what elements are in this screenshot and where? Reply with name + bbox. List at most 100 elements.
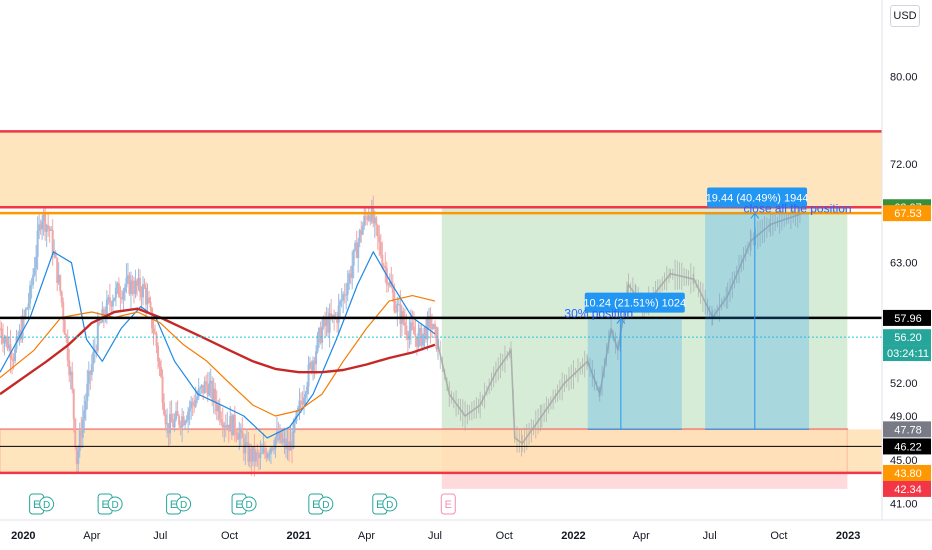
candle-body-171 bbox=[256, 452, 259, 455]
candle-body-134 bbox=[200, 384, 203, 388]
candle-body-29 bbox=[42, 212, 45, 222]
candle-body-243 bbox=[364, 216, 367, 218]
candle-body-140 bbox=[209, 380, 212, 384]
horizontal-lines bbox=[0, 130, 882, 475]
candle-body-172 bbox=[257, 454, 260, 459]
candle-body-79 bbox=[117, 283, 120, 298]
candle-body-184 bbox=[275, 431, 278, 438]
measure-label: 10.24 (21.51%) 1024 bbox=[583, 298, 686, 310]
candle-body-26 bbox=[38, 224, 41, 231]
price-tag-label: 57.96 bbox=[894, 313, 922, 325]
candle-body-16 bbox=[23, 315, 26, 317]
candle-body-102 bbox=[152, 328, 155, 333]
candle-body-230 bbox=[345, 294, 348, 296]
candle-body-272 bbox=[408, 330, 411, 340]
y-tick-0: 41.00 bbox=[890, 499, 918, 511]
candle-body-197 bbox=[295, 411, 298, 421]
candle-body-162 bbox=[242, 437, 245, 454]
currency-button[interactable]: USD bbox=[890, 5, 920, 27]
candles bbox=[0, 195, 439, 477]
candle-body-242 bbox=[363, 216, 366, 227]
candle-body-278 bbox=[417, 332, 420, 347]
measure-area bbox=[705, 213, 810, 430]
measure-area bbox=[587, 318, 682, 430]
candle-body-229 bbox=[343, 294, 346, 296]
candle-body-80 bbox=[119, 297, 122, 299]
marker-dividend bbox=[176, 496, 192, 512]
candle-body-139 bbox=[208, 383, 211, 396]
candle-body-52 bbox=[77, 451, 80, 465]
candle-body-169 bbox=[253, 446, 256, 462]
candle-body-86 bbox=[128, 275, 131, 294]
candle-body-49 bbox=[72, 389, 75, 420]
candle-body-114 bbox=[170, 414, 173, 423]
candle-body-191 bbox=[286, 441, 289, 450]
candle-body-55 bbox=[81, 419, 84, 438]
candle-body-202 bbox=[303, 397, 306, 405]
price-tag-bg bbox=[883, 309, 931, 326]
candle-body-178 bbox=[266, 453, 269, 459]
candle-body-122 bbox=[182, 416, 185, 425]
x-tick-4: 2021 bbox=[287, 530, 311, 542]
candle-body-234 bbox=[351, 265, 354, 278]
candle-body-165 bbox=[247, 442, 250, 462]
x-tick-2: Jul bbox=[153, 530, 167, 542]
candle-body-190 bbox=[284, 438, 287, 450]
marker-letter: E bbox=[170, 499, 177, 511]
candle-body-116 bbox=[173, 419, 176, 428]
candle-body-175 bbox=[262, 448, 265, 453]
candle-body-274 bbox=[411, 322, 414, 327]
candle-body-0 bbox=[0, 328, 1, 330]
candle-body-108 bbox=[161, 376, 164, 403]
annotations: 30% position close all the position bbox=[564, 201, 851, 320]
price-tag-label: 46.22 bbox=[894, 441, 922, 453]
candle-body-93 bbox=[138, 277, 141, 293]
candle-body-129 bbox=[193, 404, 196, 407]
candle-body-18 bbox=[26, 308, 29, 310]
price-tag-3: 56.20 bbox=[883, 329, 931, 346]
price-tag-4: 03:24:11 bbox=[883, 345, 931, 362]
candle-body-237 bbox=[355, 242, 358, 259]
marker-letter: E bbox=[33, 499, 40, 511]
candle-body-186 bbox=[278, 432, 281, 441]
price-tags: 68.0767.5357.9656.2003:24:1147.7846.2243… bbox=[883, 199, 931, 497]
candle-body-255 bbox=[382, 265, 385, 267]
candle-body-157 bbox=[235, 432, 238, 436]
candle-body-219 bbox=[328, 313, 331, 333]
candle-body-177 bbox=[265, 453, 268, 459]
candle-body-170 bbox=[254, 452, 257, 462]
candle-body-265 bbox=[397, 304, 400, 306]
candle-body-282 bbox=[423, 327, 426, 334]
candle-body-64 bbox=[95, 350, 98, 352]
candle-body-264 bbox=[396, 304, 399, 312]
candle-body-185 bbox=[277, 431, 280, 441]
candle-body-254 bbox=[381, 255, 384, 266]
candle-body-42 bbox=[62, 302, 65, 321]
marker-dividend-letter: D bbox=[386, 500, 393, 511]
candle-body-41 bbox=[60, 291, 63, 303]
marker-letter: E bbox=[312, 499, 319, 511]
candle-body-248 bbox=[372, 206, 375, 224]
candle-body-259 bbox=[388, 281, 391, 285]
candle-body-22 bbox=[32, 274, 35, 285]
candle-body-208 bbox=[312, 360, 315, 372]
annotation-0: 30% position bbox=[564, 306, 633, 320]
price-tag-1: 67.53 bbox=[883, 205, 931, 222]
candle-body-117 bbox=[175, 411, 178, 420]
marker-letter: E bbox=[235, 499, 242, 511]
candle-body-207 bbox=[310, 362, 313, 372]
candle-body-154 bbox=[230, 415, 233, 436]
measure-box-1: 19.44 (40.49%) 1944 bbox=[705, 187, 810, 430]
candle-body-218 bbox=[327, 319, 330, 333]
candle-body-43 bbox=[63, 320, 66, 335]
candle-body-44 bbox=[65, 334, 68, 337]
measure-arrow-head bbox=[750, 212, 760, 219]
price-tag-8: 42.34 bbox=[883, 480, 931, 497]
candle-body-71 bbox=[105, 299, 108, 318]
candle-body-77 bbox=[114, 287, 117, 298]
